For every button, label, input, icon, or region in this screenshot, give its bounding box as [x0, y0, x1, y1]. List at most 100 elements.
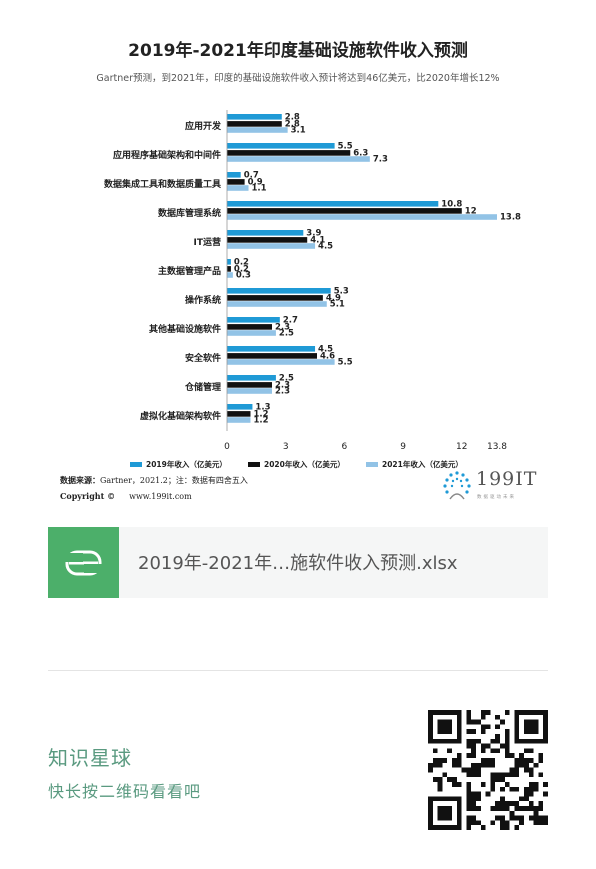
- bar-1: [227, 288, 331, 294]
- data-label: 4.6: [320, 352, 335, 362]
- data-label: 5.3: [334, 286, 349, 296]
- x-tick-label: 0: [224, 442, 230, 452]
- data-label: 0.2: [234, 265, 249, 275]
- chart-subtitle: Gartner预测，到2021年，印度的基础设施软件收入预计将达到46亿美元，比…: [96, 73, 500, 84]
- bar-3: [227, 243, 316, 249]
- logo-text: 199IT: [476, 468, 538, 490]
- bar-2: [227, 353, 317, 359]
- chart-title: 2019年-2021年印度基础设施软件收入预测: [128, 41, 468, 61]
- bar-2: [227, 150, 351, 156]
- copyright: Copyright © www.199it.com: [60, 491, 192, 501]
- data-label: 5.5: [338, 358, 353, 368]
- category-label: 其他基础设施软件: [149, 323, 221, 335]
- legend-swatch: [130, 462, 142, 467]
- data-label: 2.5: [279, 329, 294, 339]
- bar-3: [227, 214, 497, 220]
- data-label: 4.5: [318, 344, 333, 354]
- x-tick-label: 9: [400, 442, 406, 452]
- legend-swatch: [366, 462, 378, 467]
- data-label: 1.2: [253, 416, 268, 426]
- bar-2: [227, 237, 308, 243]
- category-label: IT运营: [194, 236, 222, 248]
- bar-1: [227, 317, 280, 323]
- source-label: 数据来源：: [60, 475, 100, 485]
- bar-2: [227, 295, 323, 301]
- bar-3: [227, 127, 288, 133]
- bar-3: [227, 156, 370, 162]
- data-label: 2.3: [275, 381, 290, 391]
- spreadsheet-icon: [48, 527, 119, 598]
- brand-logo: 199IT 数据驱动未来: [440, 466, 550, 506]
- bar-3: [227, 272, 233, 278]
- bar-2: [227, 208, 462, 214]
- file-name: 2019年-2021年…施软件收入预测.xlsx: [138, 553, 458, 574]
- data-label: 0.2: [234, 257, 249, 267]
- data-label: 2.7: [283, 315, 298, 325]
- bar-1: [227, 114, 282, 120]
- data-label: 10.8: [441, 199, 462, 209]
- copyright-url[interactable]: www.199it.com: [129, 492, 192, 501]
- data-label: 4.5: [318, 242, 333, 252]
- category-label: 数据库管理系统: [158, 207, 221, 219]
- bar-3: [227, 388, 272, 394]
- bar-3: [227, 330, 276, 336]
- x-tick-label: 12: [456, 442, 467, 452]
- category-label: 应用程序基础架构和中间件: [113, 149, 221, 161]
- bar-2: [227, 179, 245, 185]
- data-label: 0.3: [236, 271, 251, 281]
- category-label: 仓储管理: [184, 381, 221, 393]
- dandelion-icon: [443, 471, 471, 500]
- bar-2: [227, 121, 282, 127]
- qr-code-icon[interactable]: [428, 710, 548, 830]
- x-tick-label: 3: [283, 442, 289, 452]
- bar-chart: 应用开发2.82.83.1应用程序基础架构和中间件5.56.37.3数据集成工具…: [104, 110, 521, 469]
- bar-3: [227, 417, 251, 423]
- promo-title: 知识星球: [48, 746, 132, 770]
- data-label: 1.1: [252, 184, 267, 194]
- bar-1: [227, 259, 231, 265]
- bar-3: [227, 301, 327, 307]
- bar-2: [227, 266, 231, 272]
- category-label: 数据集成工具和数据质量工具: [104, 178, 221, 190]
- x-tick-label: 13.8: [487, 442, 507, 452]
- data-source: 数据来源：Gartner，2021.2；注：数据有四舍五入: [60, 475, 248, 486]
- data-label: 13.8: [500, 213, 521, 223]
- data-label: 3.9: [306, 228, 321, 238]
- data-label: 2.3: [275, 323, 290, 333]
- bar-1: [227, 346, 316, 352]
- data-label: 0.9: [248, 178, 263, 188]
- data-label: 5.5: [338, 141, 353, 151]
- divider: [48, 670, 548, 671]
- data-label: 0.7: [244, 170, 259, 180]
- legend-label: 2019年收入（亿美元）: [146, 459, 227, 469]
- data-label: 2.8: [285, 112, 300, 122]
- data-label: 6.3: [353, 149, 368, 159]
- bar-3: [227, 185, 249, 191]
- file-attachment[interactable]: 2019年-2021年…施软件收入预测.xlsx: [48, 527, 548, 598]
- bar-1: [227, 201, 439, 207]
- data-label: 7.3: [373, 155, 388, 165]
- bar-3: [227, 359, 335, 365]
- category-label: 操作系统: [185, 294, 221, 306]
- source-text: Gartner，2021.2；注：数据有四舍五入: [100, 476, 248, 485]
- data-label: 2.8: [285, 120, 300, 130]
- data-label: 4.1: [310, 236, 325, 246]
- bar-2: [227, 382, 272, 388]
- legend-swatch: [248, 462, 260, 467]
- data-label: 2.5: [279, 373, 294, 383]
- category-label: 主数据管理产品: [158, 265, 221, 277]
- logo-tagline: 数据驱动未来: [477, 495, 516, 500]
- bar-1: [227, 404, 253, 410]
- data-label: 1.2: [253, 410, 268, 420]
- bar-1: [227, 143, 335, 149]
- copyright-label: Copyright ©: [60, 491, 116, 501]
- bar-1: [227, 230, 304, 236]
- category-label: 安全软件: [185, 352, 221, 364]
- data-label: 3.1: [291, 126, 306, 136]
- data-label: 1.3: [255, 402, 270, 412]
- legend-label: 2020年收入（亿美元）: [264, 459, 345, 469]
- category-label: 应用开发: [185, 120, 222, 132]
- data-label: 12: [465, 207, 477, 217]
- data-label: 4.9: [326, 294, 341, 304]
- x-tick-label: 6: [342, 442, 348, 452]
